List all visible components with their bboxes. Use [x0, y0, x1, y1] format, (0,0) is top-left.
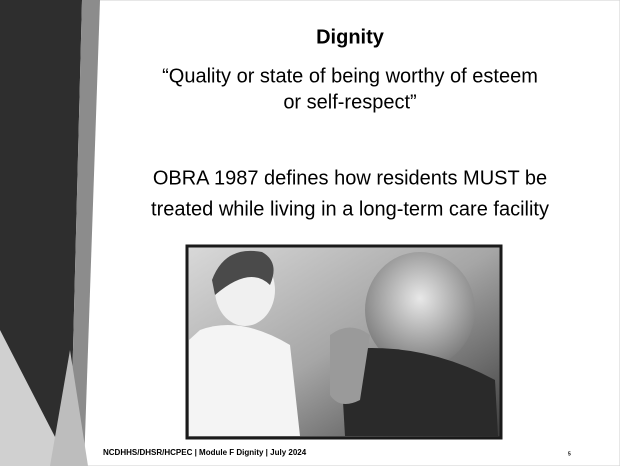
body-line: OBRA 1987 defines how residents MUST be: [153, 167, 547, 189]
quote-line: “Quality or state of being worthy of est…: [162, 65, 538, 87]
page-number: 5: [568, 451, 571, 457]
photo: [187, 246, 501, 438]
quote-line: or self-respect”: [283, 91, 416, 113]
body-line: treated while living in a long-term care…: [151, 198, 549, 220]
slide: Dignity “Quality or state of being worth…: [0, 0, 620, 466]
slide-title: Dignity: [316, 26, 385, 48]
footer: NCDHHS/DHSR/HCPEC | Module F Dignity | J…: [103, 448, 307, 457]
